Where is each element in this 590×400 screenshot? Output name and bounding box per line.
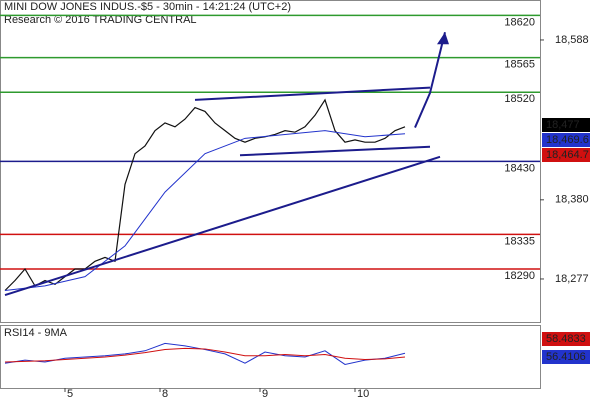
price-label: 18,464.7 — [546, 149, 589, 161]
y-tick-label: 18,380 — [555, 194, 589, 206]
trendline — [194, 86, 431, 101]
rsi-value-box — [542, 350, 590, 364]
rsi-value-label: 56.4106 — [546, 351, 586, 363]
rsi-value-box — [542, 332, 590, 346]
x-tick-label: 9 — [262, 388, 268, 400]
x-tick-label: 10 — [357, 388, 369, 400]
level-label: 18565 — [504, 59, 535, 71]
level-label: 18430 — [504, 162, 535, 174]
rsi-line — [4, 347, 406, 363]
trendline — [239, 145, 431, 157]
price-line — [4, 98, 406, 291]
rsi-panel — [0, 325, 541, 389]
price-line — [4, 130, 406, 291]
arrow-head — [437, 32, 449, 45]
rsi-title: RSI14 - 9MA — [4, 327, 68, 339]
trendline — [414, 32, 446, 128]
price-label: 18,469.6 — [546, 134, 589, 146]
price-box — [542, 148, 590, 162]
x-tick-label: 8 — [162, 388, 168, 400]
level-label: 18520 — [504, 93, 535, 105]
level-label: 18290 — [504, 270, 535, 282]
y-tick-label: 18,588 — [555, 34, 589, 46]
x-tick-label: 5 — [67, 388, 73, 400]
chart-title: MINI DOW JONES INDUS.-$5 - 30min - 14:21… — [4, 1, 291, 13]
rsi-line — [4, 342, 406, 365]
price-box — [542, 133, 590, 147]
price-label: 18,477 — [546, 119, 580, 131]
price-box — [542, 118, 590, 132]
trendline — [4, 155, 441, 297]
y-tick-label: 18,277 — [555, 273, 589, 285]
level-label: 18335 — [504, 235, 535, 247]
level-label: 18620 — [504, 16, 535, 28]
chart-subtitle: Research © 2016 TRADING CENTRAL — [4, 14, 197, 26]
rsi-value-label: 58.4833 — [546, 333, 586, 345]
